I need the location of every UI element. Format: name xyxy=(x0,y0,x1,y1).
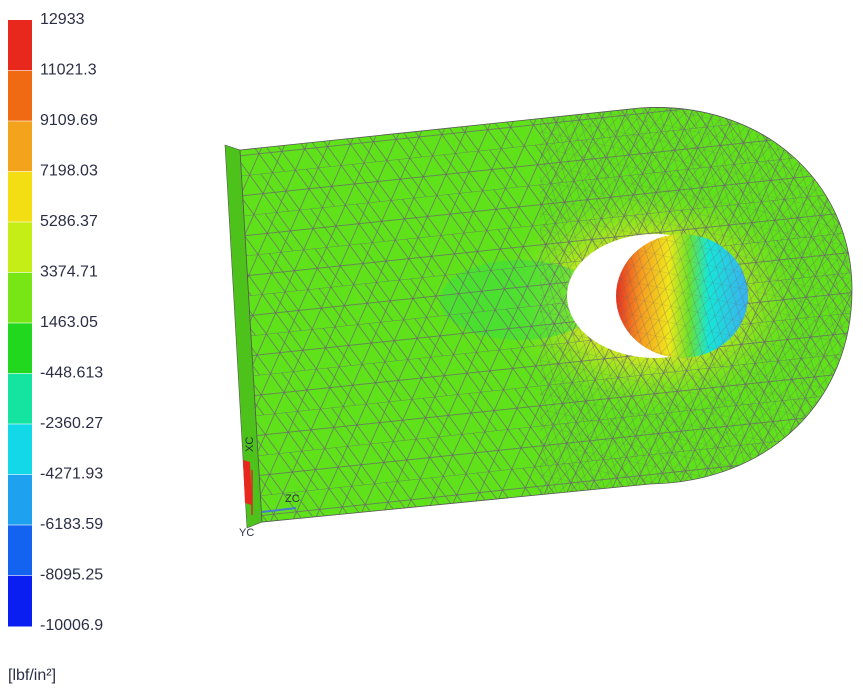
triad-x: XC xyxy=(244,437,256,452)
legend-label: 12933 xyxy=(40,11,85,28)
legend-label: -2360.27 xyxy=(40,415,103,432)
triad-z: ZC xyxy=(285,493,300,505)
legend-label: 7198.03 xyxy=(40,163,98,180)
legend-label: -8095.25 xyxy=(40,567,103,584)
legend-band xyxy=(8,20,32,71)
legend-band xyxy=(8,222,32,273)
legend-band xyxy=(8,525,32,576)
legend-label: 5286.37 xyxy=(40,213,98,230)
legend-band xyxy=(8,70,32,122)
legend-label: 1463.05 xyxy=(40,314,98,331)
legend-label: 9109.69 xyxy=(40,112,98,129)
legend-band xyxy=(8,474,32,526)
legend-band xyxy=(8,373,32,425)
legend: 12933 11021.3 9109.69 7198.03 5286.37 3374.71… xyxy=(8,11,103,634)
legend-label: 11021.3 xyxy=(40,62,97,79)
legend-band xyxy=(8,575,32,627)
legend-band xyxy=(8,272,32,324)
model: ZC YC XC xyxy=(224,107,853,539)
legend-label: -4271.93 xyxy=(40,466,103,483)
legend-label: -448.613 xyxy=(40,365,103,382)
legend-band xyxy=(8,424,32,475)
triad-y: YC xyxy=(239,527,254,539)
legend-label: 3374.71 xyxy=(40,264,98,281)
legend-label: -10006.9 xyxy=(40,617,103,634)
unit-label: [lbf/in²] xyxy=(8,667,56,684)
legend-band xyxy=(8,121,32,172)
legend-band xyxy=(8,323,32,374)
legend-label: -6183.59 xyxy=(40,516,103,533)
legend-band xyxy=(8,171,32,223)
